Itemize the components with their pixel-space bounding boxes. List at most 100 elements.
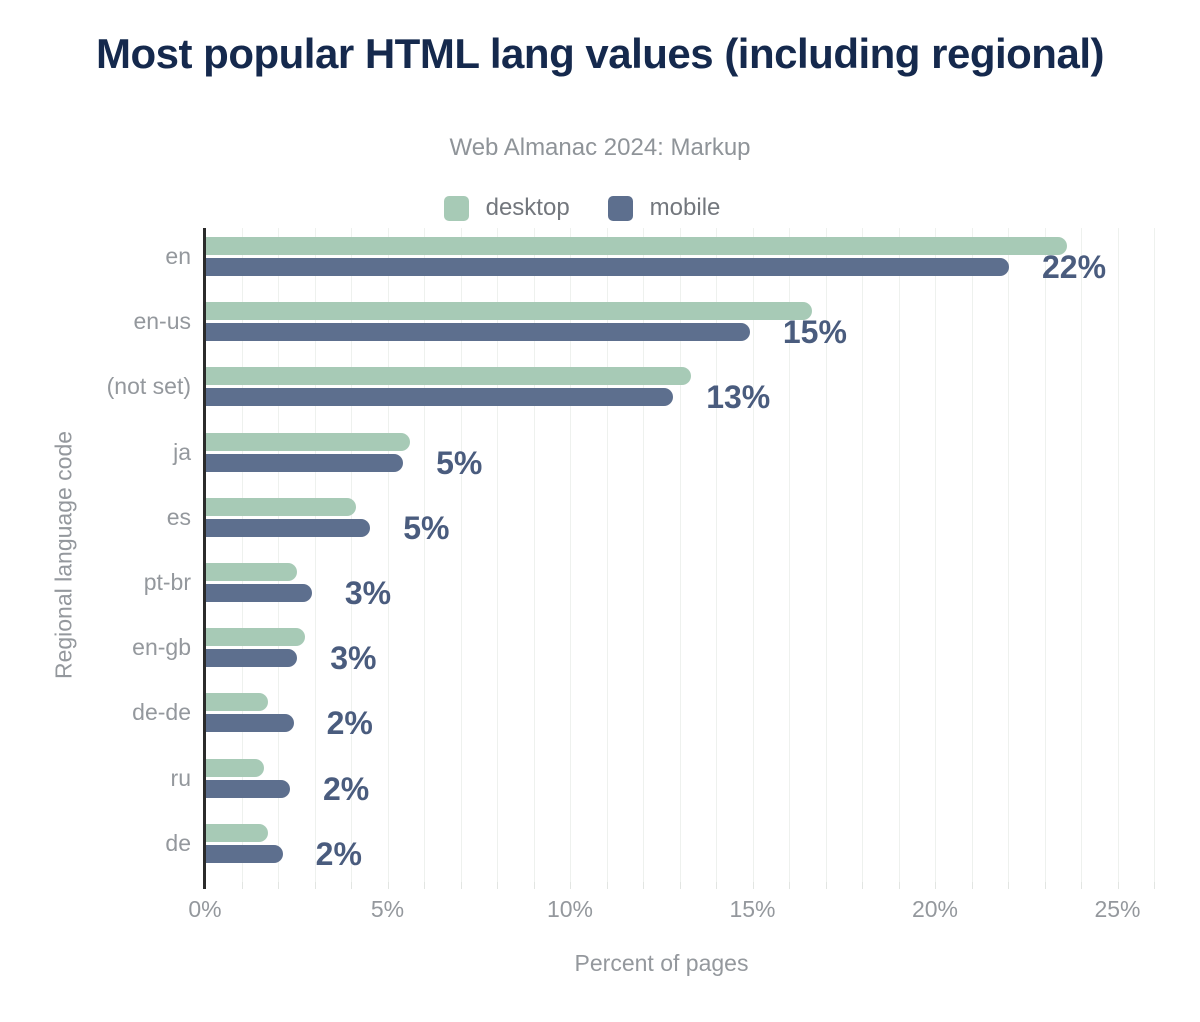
x-axis-tick: [1044, 882, 1046, 889]
x-axis-tick: [1008, 882, 1009, 889]
bar-mobile-de-de: [206, 714, 294, 733]
bar-mobile-ja: [206, 453, 404, 472]
value-label-de: 2%: [315, 835, 362, 872]
x-axis-tick: [424, 882, 425, 889]
value-label-ja: 5%: [436, 444, 483, 481]
bar-mobile-de: [206, 844, 283, 863]
bar-desktop-en: [206, 237, 1068, 255]
chart-title: Most popular HTML lang values (including…: [96, 30, 1104, 77]
gridline: [862, 228, 863, 882]
category-label-ru: ru: [170, 764, 191, 791]
gridline: [497, 228, 498, 882]
gridline: [971, 228, 973, 882]
gridline: [1044, 228, 1046, 882]
x-tick-label: 10%: [546, 896, 594, 922]
value-label-en: 22%: [1042, 249, 1107, 285]
value-label-pt-br: 3%: [344, 575, 392, 611]
gridline: [679, 228, 681, 882]
gridline: [241, 228, 243, 882]
gridline: [533, 228, 535, 882]
category-label-de-de: de-de: [132, 699, 191, 726]
gridline: [314, 228, 316, 882]
value-label-en-us: 15%: [782, 314, 847, 351]
gridline: [351, 228, 352, 882]
desktop-swatch-icon: [443, 195, 469, 221]
gridline: [716, 228, 717, 882]
x-axis-tick: [1154, 882, 1155, 889]
bar-desktop-(not set): [206, 367, 692, 386]
category-label-pt-br: pt-br: [143, 569, 191, 595]
y-axis-line: [203, 228, 206, 889]
gridline: [387, 228, 389, 882]
gridline: [606, 228, 608, 882]
x-axis-tick: [716, 882, 717, 889]
gridline: [570, 228, 571, 882]
gridline: [278, 228, 279, 882]
gridline: [1154, 228, 1155, 882]
x-axis-tick: [606, 882, 608, 889]
category-label-de: de: [165, 829, 191, 856]
x-tick-label: 25%: [1094, 896, 1141, 922]
x-axis-tick: [387, 882, 389, 889]
x-tick-label: 15%: [729, 896, 776, 922]
legend-label: desktop: [485, 194, 570, 221]
bar-mobile-en-gb: [206, 649, 298, 668]
x-tick-label: 20%: [911, 896, 959, 922]
x-axis-tick: [351, 882, 352, 889]
category-label-en-gb: en-gb: [132, 634, 191, 661]
bar-mobile-en: [206, 258, 1009, 276]
value-label-ru: 2%: [322, 770, 370, 807]
bar-desktop-de: [206, 823, 269, 842]
x-axis-tick: [1081, 882, 1082, 889]
bar-mobile-en-us: [206, 323, 750, 342]
x-axis-tick: [789, 882, 790, 889]
x-axis-tick: [497, 882, 498, 889]
value-label-es: 5%: [403, 509, 450, 546]
value-label-en-gb: 3%: [330, 640, 377, 677]
x-axis-tick: [643, 882, 644, 889]
value-label-(not set): 13%: [706, 379, 771, 416]
bar-mobile-es: [206, 518, 371, 537]
x-axis-tick: [935, 882, 936, 889]
x-axis-tick: [533, 882, 535, 889]
bar-mobile-(not set): [206, 388, 674, 407]
category-label-es: es: [166, 503, 191, 530]
x-axis-tick: [898, 882, 900, 889]
gridline: [1008, 228, 1009, 882]
value-label-de-de: 2%: [326, 705, 373, 742]
gridline: [460, 228, 462, 882]
chart-subtitle: Web Almanac 2024: Markup: [449, 134, 751, 161]
bar-desktop-ru: [206, 758, 265, 777]
bar-desktop-de-de: [206, 693, 269, 712]
bar-mobile-ru: [206, 779, 290, 798]
x-axis-tick: [1117, 882, 1119, 889]
x-axis-tick: [278, 882, 279, 889]
x-axis-tick: [679, 882, 681, 889]
gridline: [752, 228, 754, 882]
category-label-en: en: [165, 243, 191, 269]
x-axis-tick: [825, 882, 827, 889]
category-label-en-us: en-us: [133, 308, 191, 335]
plot-area: 0% 5% 10% 15% 20% 25% en 22% en-us 15% (not set) 13…: [107, 228, 1155, 922]
bar-desktop-en-us: [206, 302, 812, 321]
gridline: [898, 228, 900, 882]
bar-mobile-pt-br: [206, 584, 312, 602]
category-label-(not set): (not set): [106, 373, 191, 400]
x-axis-tick: [971, 882, 973, 889]
bar-desktop-pt-br: [206, 563, 298, 581]
bar-desktop-ja: [206, 432, 411, 451]
gridline: [935, 228, 936, 882]
x-axis-tick: [460, 882, 462, 889]
legend-item-mobile: mobile: [607, 194, 721, 222]
bar-desktop-es: [206, 497, 356, 516]
legend-item-desktop: desktop: [443, 194, 570, 222]
bar-desktop-en-gb: [206, 628, 305, 647]
x-tick-label: 5%: [370, 896, 405, 922]
gridline: [643, 228, 644, 882]
legend-label: mobile: [649, 194, 721, 221]
x-axis-tick: [570, 882, 571, 889]
x-axis-tick: [241, 882, 243, 889]
x-tick-label: 0%: [188, 896, 222, 922]
category-label-ja: ja: [173, 438, 191, 465]
legend: desktop mobile: [0, 194, 1182, 222]
